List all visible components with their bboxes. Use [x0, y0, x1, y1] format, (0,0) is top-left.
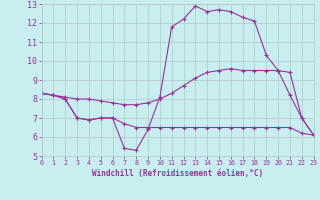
X-axis label: Windchill (Refroidissement éolien,°C): Windchill (Refroidissement éolien,°C) — [92, 169, 263, 178]
